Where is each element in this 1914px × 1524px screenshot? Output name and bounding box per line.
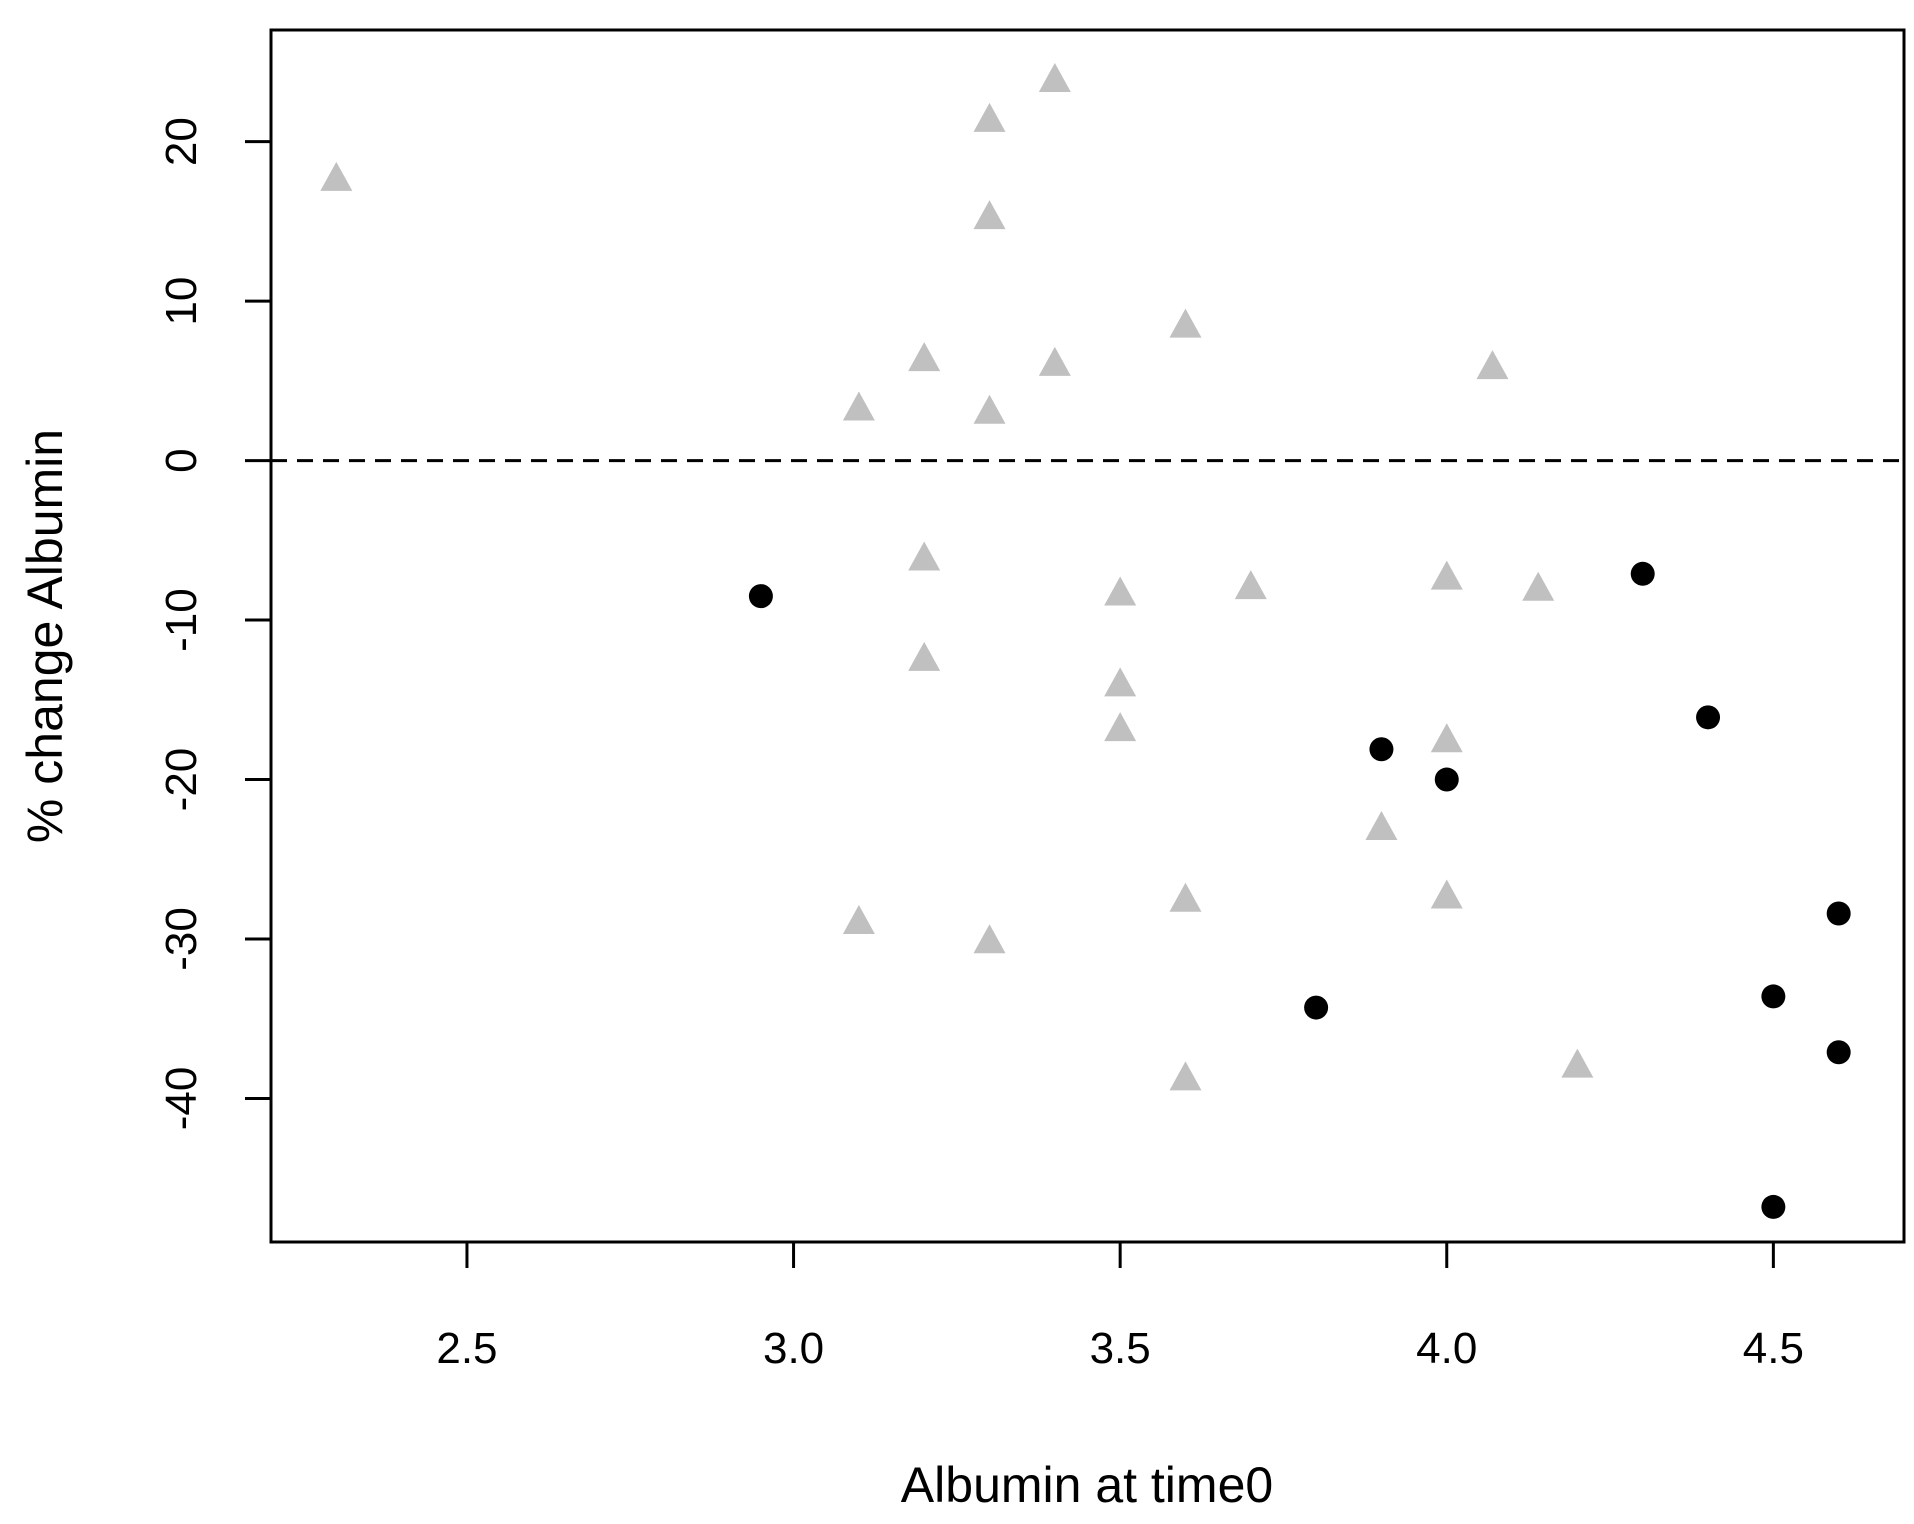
y-tick-label: -20 (157, 748, 206, 812)
triangle-point (1522, 571, 1555, 601)
triangle-point (1169, 1061, 1202, 1091)
y-tick-label: -30 (157, 907, 206, 971)
triangle-point (842, 905, 875, 935)
circle-point (748, 584, 773, 609)
plot-frame (269, 28, 1906, 1244)
triangle-point (908, 342, 941, 372)
circle-point (1696, 705, 1721, 730)
x-tick-label: 2.5 (436, 1324, 497, 1373)
triangle-point (1561, 1048, 1594, 1078)
circle-point (1369, 737, 1394, 762)
x-tick-label: 3.5 (1090, 1324, 1151, 1373)
triangle-point (1038, 346, 1071, 376)
y-tick-label: 10 (157, 277, 206, 326)
x-tick-label: 4.5 (1743, 1324, 1804, 1373)
triangle-point (973, 924, 1006, 954)
triangle-point (1169, 882, 1202, 912)
x-axis: 2.5 3.0 3.5 4.0 4.5 (436, 1242, 1804, 1373)
circle-point (1826, 1040, 1851, 1065)
circle-point (1761, 984, 1786, 1009)
y-tick-label: -10 (157, 588, 206, 652)
triangle-point (1104, 576, 1137, 606)
circle-point (1630, 561, 1655, 586)
triangle-point (1104, 712, 1137, 742)
triangle-point (973, 200, 1006, 230)
triangle-point (973, 394, 1006, 424)
triangle-point (1430, 879, 1463, 909)
x-axis-label: Albumin at time0 (901, 1457, 1273, 1513)
triangle-point (1234, 570, 1267, 600)
y-tick-label: 20 (157, 117, 206, 166)
triangle-point (1430, 560, 1463, 590)
y-tick-label: 0 (157, 448, 206, 472)
triangle-point (973, 102, 1006, 132)
x-tick-label: 4.0 (1416, 1324, 1477, 1373)
circle-point (1761, 1194, 1786, 1219)
y-axis: -40 -30 -20 -10 0 10 20 (157, 117, 271, 1130)
data-points (320, 63, 1851, 1219)
triangle-point (1169, 308, 1202, 338)
triangle-point (842, 391, 875, 421)
y-axis-label: % change Albumin (17, 429, 73, 843)
triangle-point (320, 161, 353, 191)
triangle-point (908, 641, 941, 671)
triangle-point (1430, 723, 1463, 753)
triangle-point (1365, 810, 1398, 840)
triangle-point (908, 541, 941, 571)
circle-point (1304, 995, 1329, 1020)
triangle-point (1104, 667, 1137, 697)
circle-point (1826, 901, 1851, 926)
triangle-point (1038, 63, 1071, 93)
y-tick-label: -40 (157, 1067, 206, 1131)
triangle-point (1476, 350, 1509, 380)
x-tick-label: 3.0 (763, 1324, 824, 1373)
circle-point (1434, 767, 1459, 792)
